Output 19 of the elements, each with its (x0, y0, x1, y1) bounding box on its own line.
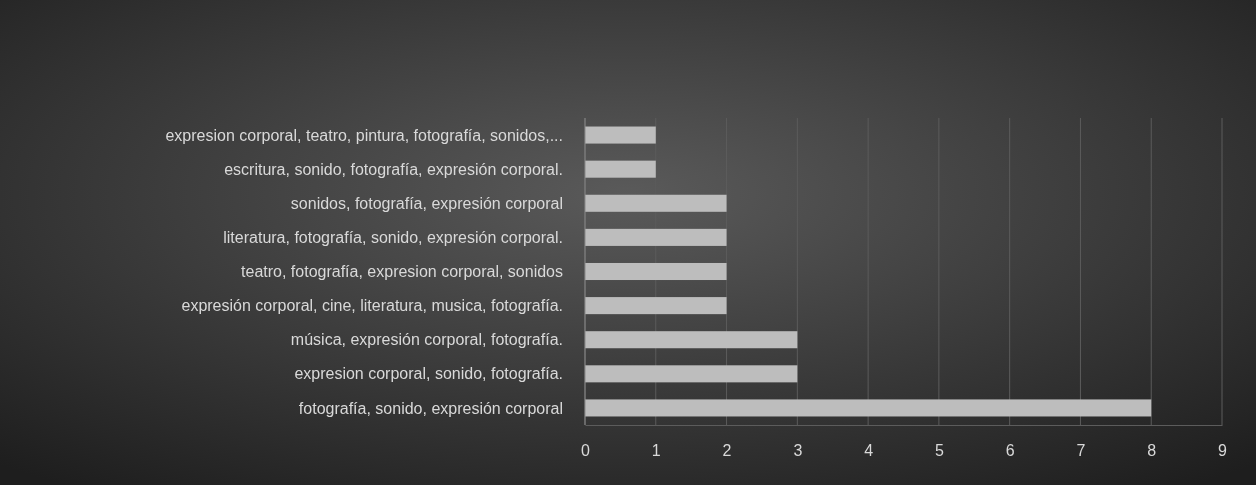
y-tick-label: literatura, fotografía, sonido, expresión corporal. (223, 228, 563, 246)
y-tick-label: sonidos, fotografía, expresión corporal (290, 194, 563, 212)
y-tick-label: expresion corporal, teatro, pintura, fotografía, sonidos,... (165, 126, 563, 144)
x-tick-label: 1 (651, 442, 661, 460)
x-tick-label: 4 (864, 442, 874, 460)
x-tick-label: 5 (934, 442, 944, 460)
y-tick-label: escritura, sonido, fotografía, expresión corporal. (224, 160, 563, 178)
x-tick-label: 8 (1147, 442, 1157, 460)
x-tick-label: 3 (793, 442, 803, 460)
y-tick-label: teatro, fotografía, expresion corporal, sonidos (241, 263, 563, 281)
y-tick-label: fotografía, sonido, expresión corporal (298, 399, 563, 417)
x-tick-label: 6 (1005, 442, 1015, 460)
x-tick-label: 9 (1218, 442, 1228, 460)
y-tick-label: música, expresión corporal, fotografía. (290, 331, 563, 349)
x-tick-label: 7 (1076, 442, 1086, 460)
y-tick-label: expresión corporal, cine, literatura, musica, fotografía. (181, 297, 563, 315)
x-tick-label: 0 (581, 442, 591, 460)
y-tick-label: expresion corporal, sonido, fotografía. (294, 365, 563, 383)
x-tick-label: 2 (722, 442, 732, 460)
